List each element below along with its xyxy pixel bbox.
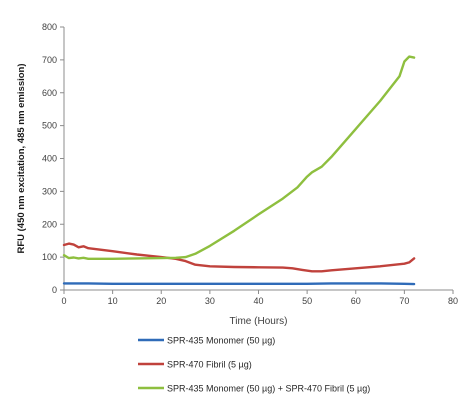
series-line-1 bbox=[62, 282, 416, 286]
y-axis-title: RFU (450 nm excitation, 485 nm emission) bbox=[16, 63, 27, 253]
y-tick-label: 800 bbox=[42, 22, 57, 32]
x-tick-label: 40 bbox=[253, 296, 263, 306]
legend-label-1: SPR-435 Monomer (50 µg) bbox=[167, 336, 275, 346]
x-tick-label: 30 bbox=[205, 296, 215, 306]
series-line-2 bbox=[62, 242, 416, 273]
x-tick-label: 10 bbox=[108, 296, 118, 306]
y-tick-label: 100 bbox=[42, 252, 57, 262]
y-tick-label: 200 bbox=[42, 219, 57, 229]
series-line-3 bbox=[62, 55, 416, 260]
x-tick-label: 20 bbox=[156, 296, 166, 306]
legend-label-2: SPR-470 Fibril (5 µg) bbox=[167, 360, 252, 370]
x-tick-label: 80 bbox=[448, 296, 458, 306]
x-tick-label: 50 bbox=[302, 296, 312, 306]
y-tick-label: 0 bbox=[52, 285, 57, 295]
y-tick-label: 400 bbox=[42, 154, 57, 164]
y-tick-label: 300 bbox=[42, 186, 57, 196]
x-axis-title: Time (Hours) bbox=[230, 316, 288, 327]
x-tick-label: 60 bbox=[351, 296, 361, 306]
y-tick-label: 500 bbox=[42, 121, 57, 131]
y-tick-label: 700 bbox=[42, 55, 57, 65]
y-tick-label: 600 bbox=[42, 88, 57, 98]
x-tick-label: 70 bbox=[399, 296, 409, 306]
legend-label-3: SPR-435 Monomer (50 µg) + SPR-470 Fibril… bbox=[167, 384, 370, 394]
x-tick-label: 0 bbox=[61, 296, 66, 306]
